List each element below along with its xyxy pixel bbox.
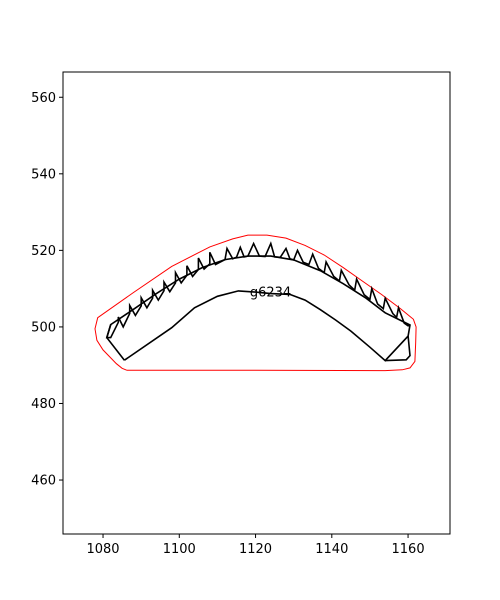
series-layer	[94, 234, 417, 372]
x-tick-label: 1140	[315, 542, 348, 557]
annotation-layer: g6234	[250, 286, 291, 301]
series-line-3	[105, 241, 411, 339]
x-tick-label: 1120	[239, 542, 272, 557]
y-tick-label: 540	[31, 167, 56, 182]
y-tick-label: 520	[31, 244, 56, 259]
plot-background	[63, 72, 450, 534]
series-line-1	[94, 234, 417, 372]
plot-frame	[62, 71, 451, 535]
x-tick-label: 1080	[86, 542, 119, 557]
x-axis-ticks: 1080 1100 1120 1140 1160	[86, 534, 425, 557]
y-tick-label: 460	[31, 474, 56, 489]
y-axis-ticks: 460 480 500 520 540 560	[31, 91, 63, 489]
x-tick-label: 1100	[163, 542, 196, 557]
annotation-label: g6234	[250, 286, 291, 301]
y-tick-label: 560	[31, 91, 56, 106]
x-tick-label: 1160	[392, 542, 425, 557]
series-line-4	[385, 336, 411, 362]
y-tick-label: 500	[31, 320, 56, 335]
y-tick-label: 480	[31, 397, 56, 412]
